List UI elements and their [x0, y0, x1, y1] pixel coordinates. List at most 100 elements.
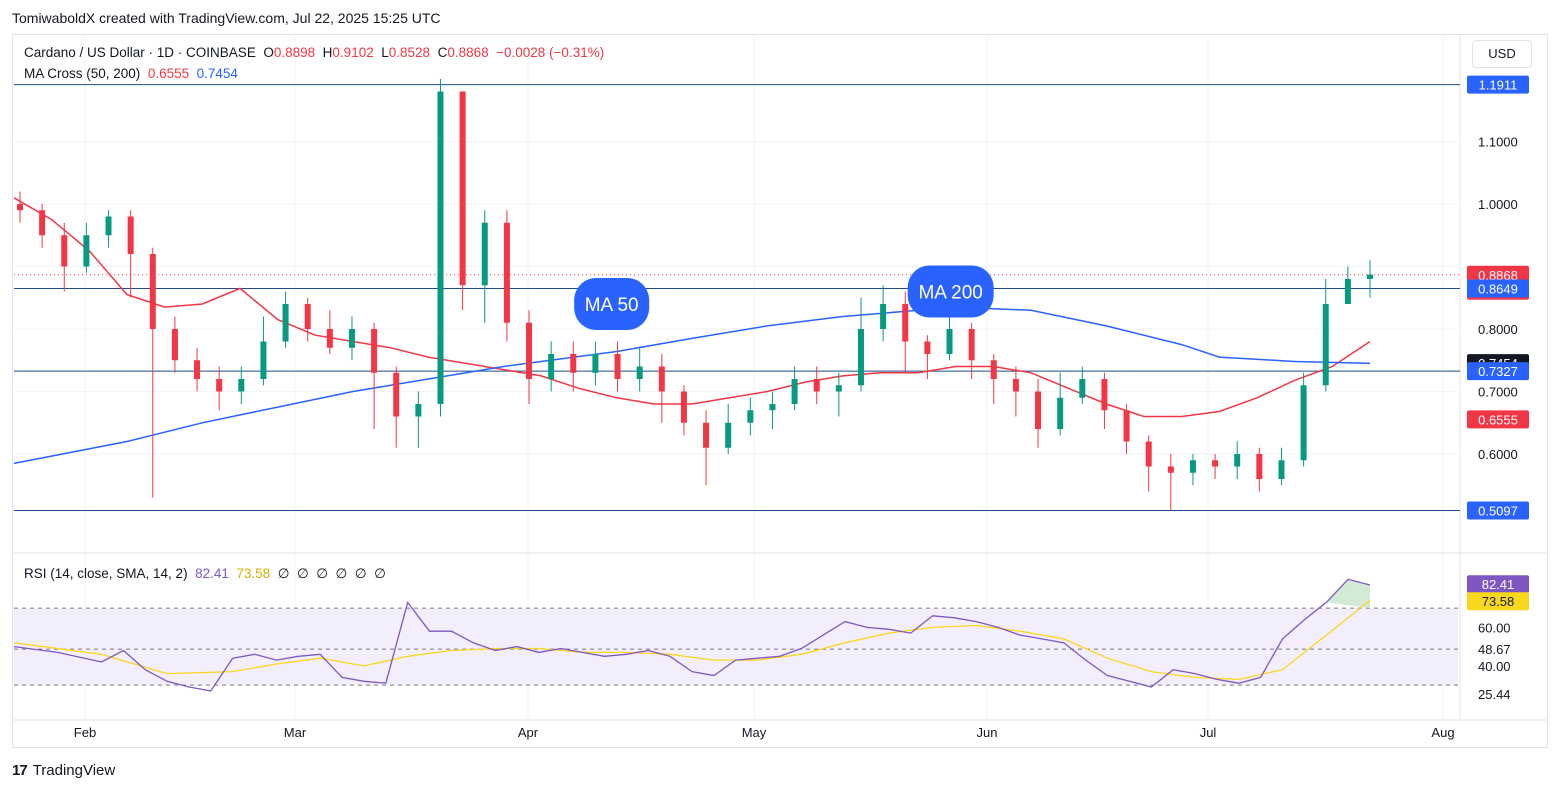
- candle-body-44: [990, 360, 997, 379]
- rsi-tick-2: 40.00: [1478, 659, 1511, 674]
- candle-body-51: [1145, 441, 1152, 467]
- candle-body-39: [880, 304, 887, 329]
- candle-body-2: [61, 235, 68, 267]
- x-tick-apr: Apr: [518, 725, 539, 740]
- rsi-label-0: 82.41: [1482, 577, 1515, 592]
- candle-body-59: [1322, 304, 1329, 386]
- candle-body-14: [326, 329, 333, 348]
- candle-body-50: [1123, 410, 1130, 442]
- price-tick-0: 0.6000: [1478, 447, 1518, 462]
- candle-body-53: [1189, 460, 1196, 473]
- x-tick-jun: Jun: [977, 725, 998, 740]
- x-tick-aug: Aug: [1431, 725, 1454, 740]
- candle-body-19: [437, 91, 444, 404]
- ma50-legend-value: 0.6555: [147, 66, 190, 81]
- candle-body-45: [1012, 379, 1019, 392]
- x-tick-feb: Feb: [74, 725, 96, 740]
- price-label-4: 0.7327: [1478, 364, 1518, 379]
- price-label-bg-6: [1467, 501, 1529, 520]
- rsi-overbought-fill: [1326, 579, 1370, 609]
- rsi-tick-0: 60.00: [1478, 620, 1511, 635]
- rsi-empty-6: ∅: [374, 566, 386, 581]
- candle-body-47: [1057, 397, 1064, 429]
- rsi-empty-4: ∅: [335, 566, 348, 581]
- candle-body-61: [1367, 274, 1373, 279]
- price-label-bg-2: [1467, 279, 1529, 298]
- rsi-label: RSI (14, close, SMA, 14, 2): [24, 566, 188, 581]
- candle-body-1: [39, 210, 46, 236]
- ma-cross-label: MA Cross (50, 200): [24, 66, 141, 81]
- candle-body-43: [968, 329, 975, 361]
- candle-body-41: [924, 341, 931, 354]
- candle-body-29: [658, 366, 665, 392]
- candle-body-60: [1344, 279, 1351, 304]
- high-value: 0.9102: [332, 45, 374, 60]
- candle-body-13: [304, 304, 311, 329]
- candle-body-38: [857, 329, 864, 386]
- candle-body-5: [127, 216, 134, 254]
- candle-body-23: [526, 322, 533, 379]
- candle-body-22: [503, 222, 510, 323]
- ma50-line: [13, 197, 1371, 418]
- candle-body-3: [83, 235, 90, 267]
- candle-body-36: [813, 379, 820, 392]
- candle-body-42: [946, 329, 953, 354]
- low-label: L: [381, 45, 389, 60]
- open-value: 0.8898: [273, 45, 316, 60]
- annotation-label-0: MA 50: [585, 295, 639, 316]
- rsi-legend-value: 82.41: [195, 566, 229, 581]
- candle-body-31: [703, 422, 710, 448]
- footer-brand[interactable]: 17 TradingView: [12, 762, 115, 779]
- candle-body-54: [1212, 460, 1219, 467]
- price-tick-1: 0.7000: [1478, 385, 1518, 400]
- candle-body-58: [1300, 385, 1307, 461]
- rsi-label-1: 73.58: [1482, 594, 1515, 609]
- rsi-line: [13, 578, 1371, 692]
- rsi-empty-5: ∅: [354, 566, 367, 581]
- annotation-label-1: MA 200: [918, 283, 982, 304]
- price-label-1: 0.8868: [1478, 268, 1518, 283]
- candle-body-37: [835, 385, 842, 392]
- candle-body-16: [371, 329, 378, 373]
- price-label-bg-5: [1467, 410, 1529, 429]
- candle-body-15: [348, 329, 355, 348]
- x-tick-may: May: [742, 725, 767, 740]
- ma-cross-legend[interactable]: MA Cross (50, 200) 0.6555 0.7454: [24, 66, 238, 81]
- rsi-empty-3: ∅: [316, 566, 329, 581]
- price-tick-2: 0.8000: [1478, 322, 1518, 337]
- price-label-0: 1.1911: [1479, 78, 1518, 93]
- rsi-band: [14, 608, 1458, 686]
- candle-body-4: [105, 216, 112, 236]
- rsi-empty-1: ∅: [277, 566, 290, 581]
- candle-body-30: [680, 391, 687, 423]
- change-value: −0.0028 (−0.31%): [496, 45, 605, 60]
- candle-body-21: [481, 222, 488, 286]
- price-label-5: 0.6555: [1478, 412, 1518, 427]
- candle-body-27: [614, 354, 621, 379]
- rsi-empty-2: ∅: [296, 566, 309, 581]
- candle-body-10: [238, 379, 245, 392]
- rsi-legend[interactable]: RSI (14, close, SMA, 14, 2) 82.41 73.58 …: [24, 566, 386, 582]
- rsi-label-bg-0: [1467, 575, 1529, 594]
- close-value: 0.8868: [447, 45, 489, 60]
- symbol-header: Cardano / US Dollar · 1D · COINBASE O0.8…: [24, 45, 604, 60]
- candle-body-18: [415, 404, 422, 417]
- x-tick-mar: Mar: [284, 725, 307, 740]
- x-tick-jul: Jul: [1200, 725, 1217, 740]
- candle-body-20: [459, 91, 466, 286]
- price-label-2: 0.8649: [1478, 281, 1518, 296]
- annotation-bubble-1: [907, 265, 994, 318]
- candle-body-17: [393, 372, 400, 417]
- candle-body-52: [1167, 466, 1174, 473]
- currency-button[interactable]: USD: [1472, 40, 1532, 68]
- candle-body-24: [548, 354, 555, 379]
- candle-body-9: [216, 379, 223, 392]
- candle-body-25: [570, 354, 577, 373]
- price-tick-3: 1.0000: [1478, 197, 1518, 212]
- low-value: 0.8528: [388, 45, 431, 60]
- candle-body-33: [747, 410, 754, 423]
- creator-line: TomiwaboldX created with TradingView.com…: [12, 10, 441, 26]
- candle-body-26: [592, 354, 599, 373]
- price-tick-4: 1.1000: [1478, 135, 1518, 150]
